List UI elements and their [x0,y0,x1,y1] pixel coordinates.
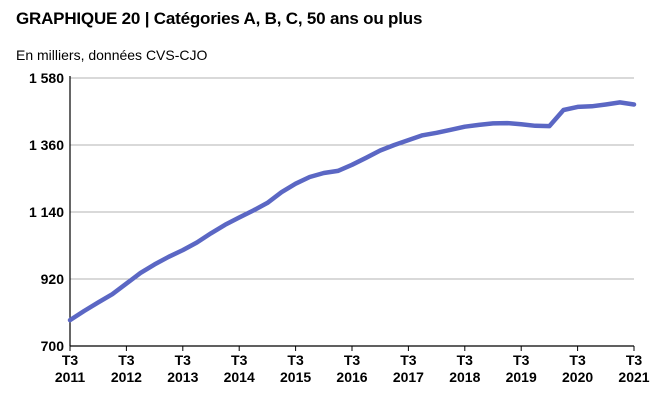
x-tick-label: T3 2016 [336,352,367,385]
x-tick-label: T3 2017 [393,352,424,385]
x-tick-label: T3 2013 [167,352,198,385]
chart-subtitle: En milliers, données CVS-CJO [16,47,208,63]
series-layer [67,100,637,323]
y-tick-label: 1 580 [29,70,64,86]
x-tick-labels: T3 2011 T3 2012 T3 2013 T3 2014 T3 2015 T3 2016 T3 20… [55,352,650,385]
x-tick-label: T3 2012 [111,352,142,385]
x-tick-label: T3 2014 [224,352,255,385]
x-tick-label: T3 2019 [506,352,537,385]
series-line [67,100,637,323]
gridlines [70,77,634,280]
x-tick-label: T3 2011 [55,352,86,385]
x-tick-label: T3 2015 [280,352,311,385]
y-tick-label: 1 140 [29,204,64,220]
y-tick-labels: 700 920 1 140 1 360 1 580 [29,70,64,354]
x-tick-label: T3 2018 [449,352,480,385]
y-tick-label: 1 360 [29,137,64,153]
chart-title: GRAPHIQUE 20 | Catégories A, B, C, 50 an… [16,9,423,28]
x-tick-label: T3 2021 [618,352,649,385]
axes [69,76,635,351]
x-tick-label: T3 2020 [562,352,593,385]
y-tick-label: 700 [41,338,65,354]
y-tick-label: 920 [41,271,65,287]
